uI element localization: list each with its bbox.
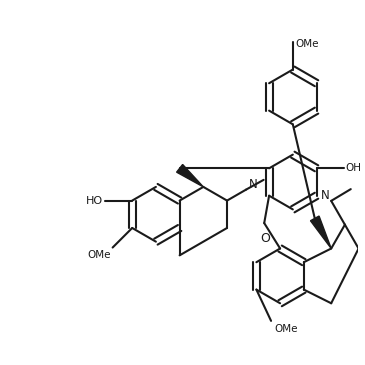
Polygon shape <box>177 165 203 187</box>
Text: OMe: OMe <box>274 324 297 334</box>
Text: OMe: OMe <box>87 250 111 261</box>
Text: N: N <box>249 178 258 191</box>
Text: HO: HO <box>86 196 103 205</box>
Text: OH: OH <box>346 163 362 173</box>
Text: O: O <box>260 232 270 245</box>
Text: N: N <box>320 189 329 203</box>
Text: OMe: OMe <box>296 39 319 49</box>
Polygon shape <box>311 216 331 249</box>
